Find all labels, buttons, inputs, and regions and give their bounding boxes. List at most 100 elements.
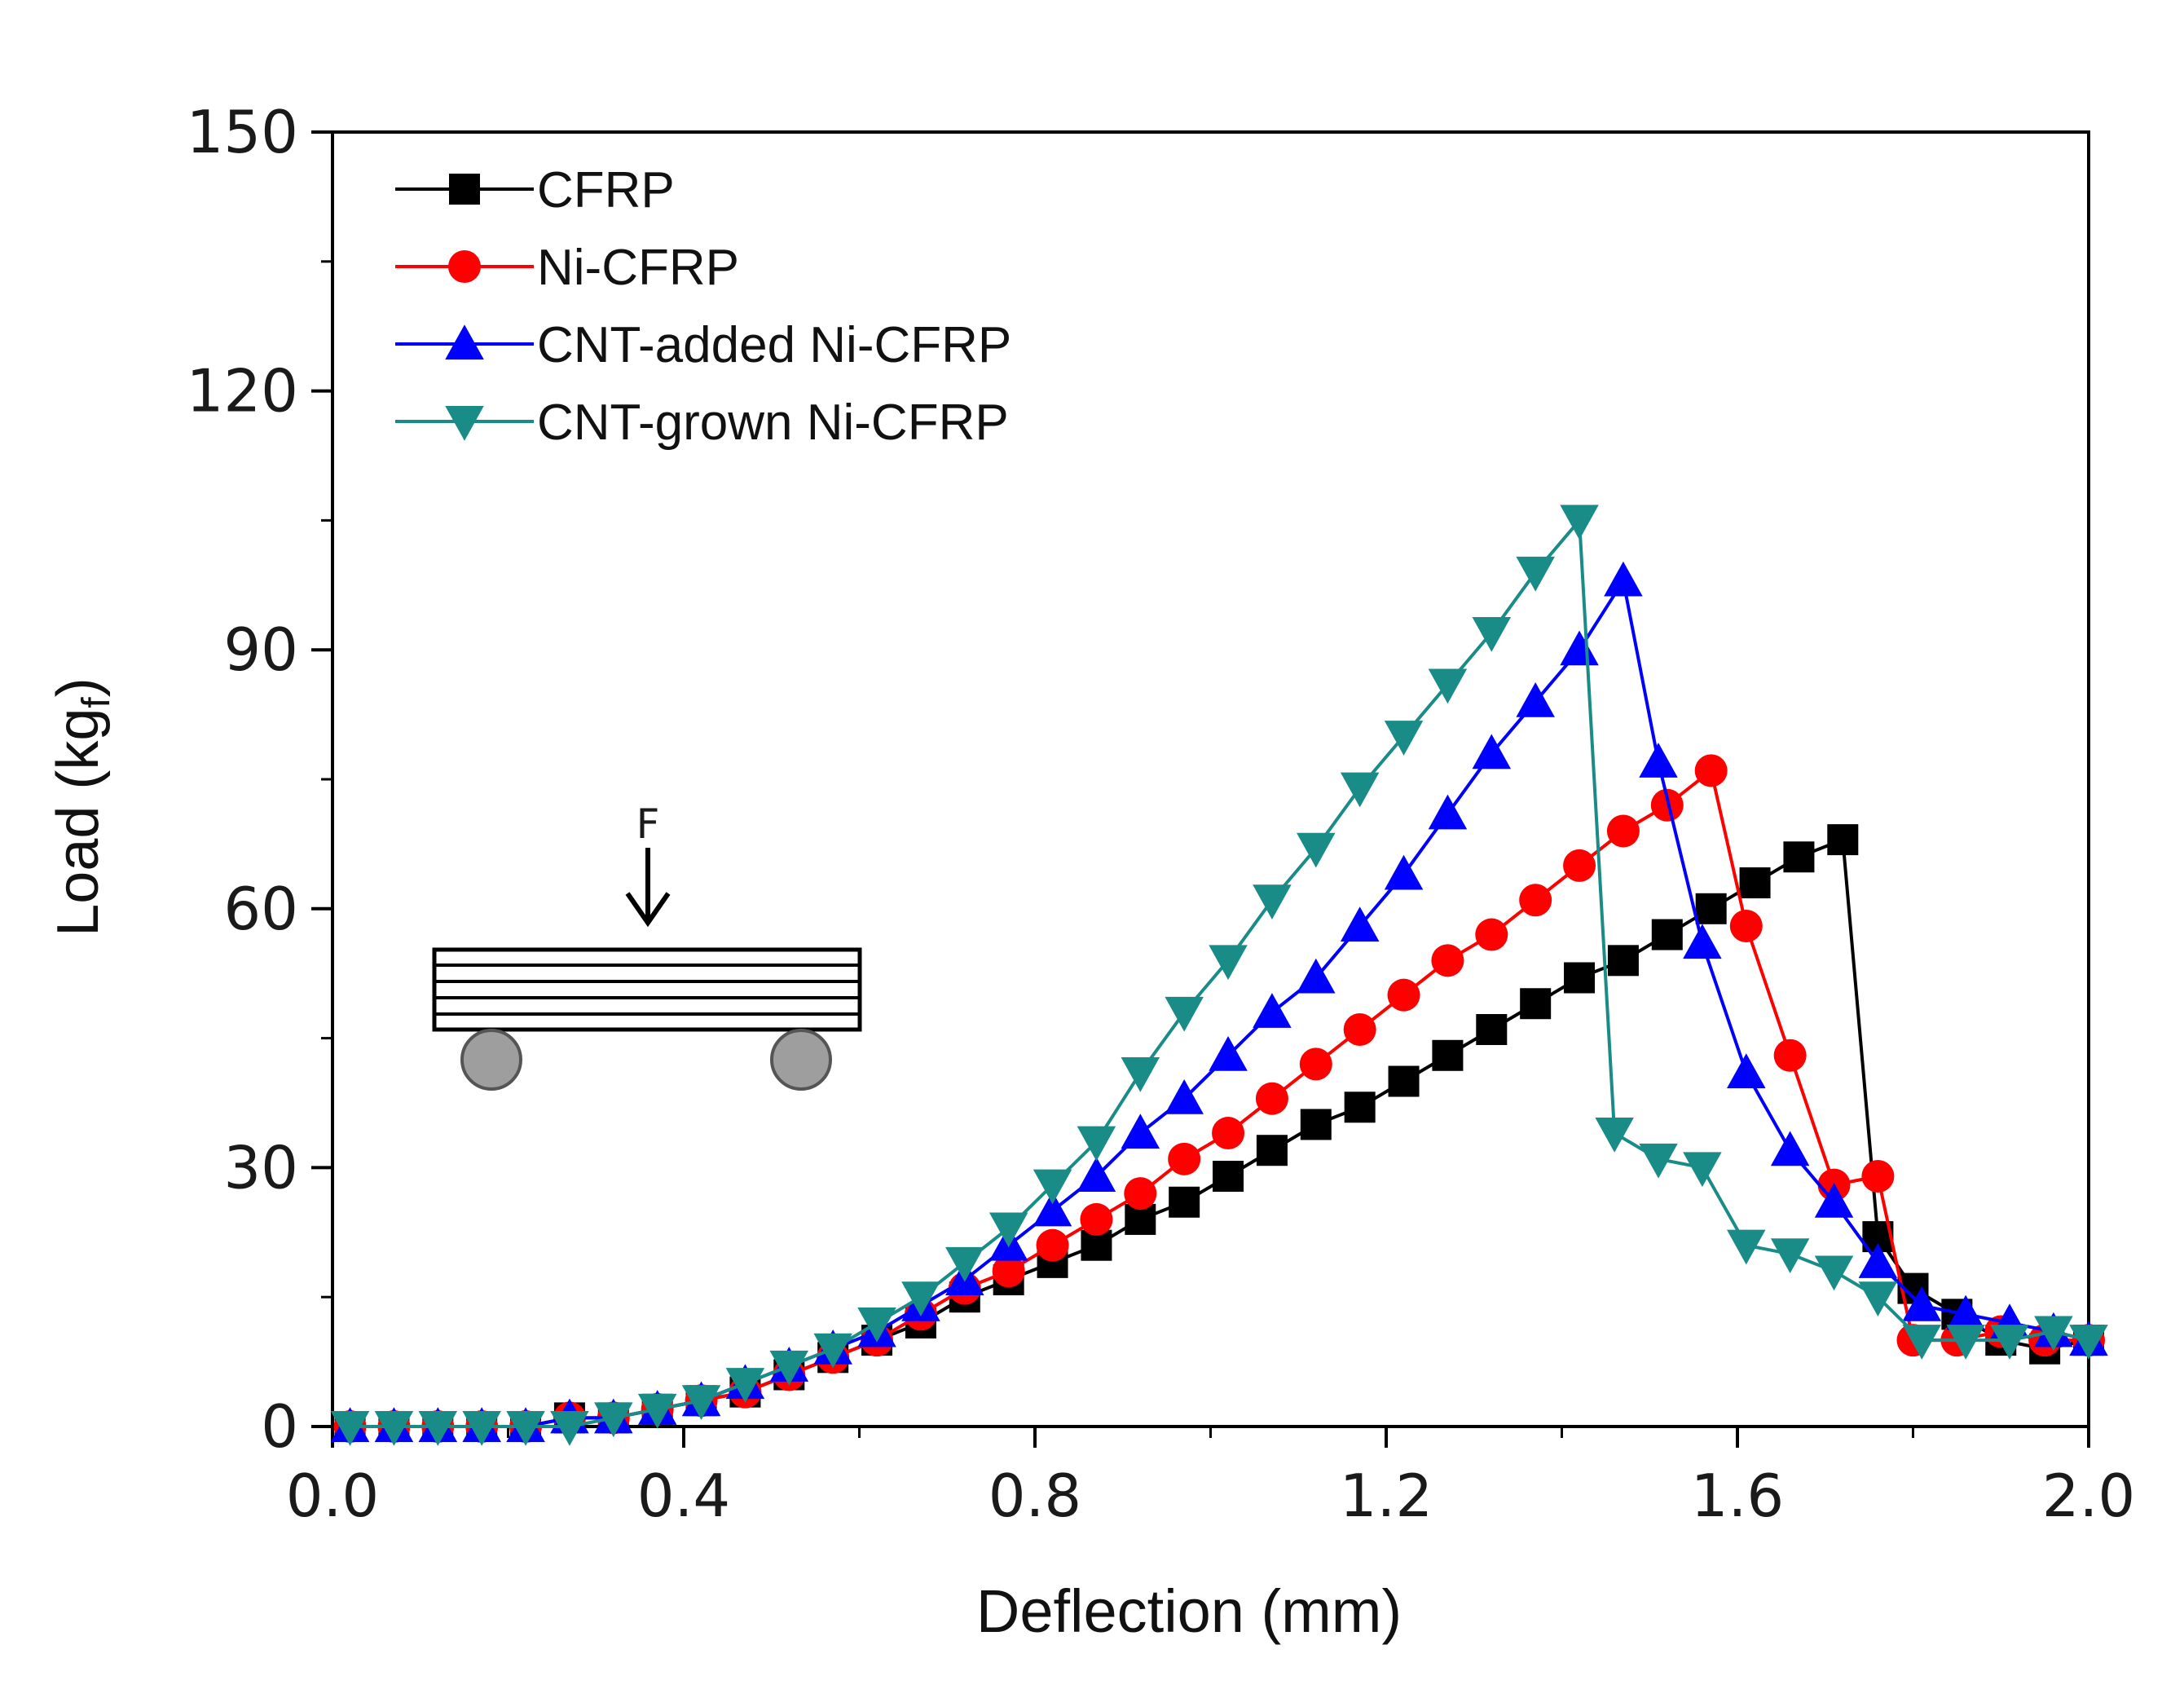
legend-label: CFRP (537, 162, 675, 218)
data-point (1902, 1286, 1942, 1321)
data-point (1604, 561, 1643, 597)
data-point (1387, 978, 1420, 1012)
data-point (681, 1385, 721, 1420)
x-tick-label: 0.0 (286, 1462, 380, 1530)
legend-entry: CFRP (395, 162, 675, 218)
legend-label: Ni-CFRP (537, 240, 739, 296)
data-point (462, 1411, 501, 1446)
data-point (637, 1393, 677, 1429)
data-point (901, 1281, 940, 1316)
data-point (1595, 1118, 1634, 1153)
data-point (1814, 1255, 1854, 1291)
inset-force-label: F (636, 800, 660, 848)
data-point (1384, 854, 1424, 890)
data-point (1990, 1325, 2029, 1360)
y-axis-title-main: Load (kg (46, 708, 111, 937)
data-point (1729, 909, 1763, 942)
data-point (1683, 1152, 1722, 1188)
data-point (1121, 1114, 1160, 1149)
data-point (1036, 1228, 1069, 1262)
data-point (1340, 772, 1380, 808)
data-point (1694, 754, 1728, 787)
data-point (725, 1368, 765, 1403)
data-point (1560, 505, 1599, 540)
series-cnt-grown-ni-cfrp (330, 505, 2108, 1446)
data-point (1340, 906, 1380, 942)
legend-marker (449, 174, 480, 205)
data-point (550, 1411, 589, 1446)
legend: CFRP Ni-CFRP CNT-added Ni-CFRP CNT-grown Ni… (395, 162, 1011, 451)
data-point (1299, 1047, 1332, 1081)
data-point (1639, 1143, 1678, 1179)
inset-left-support (460, 1029, 522, 1091)
data-point (1209, 945, 1248, 981)
data-point (1168, 1142, 1201, 1175)
data-point (1212, 1117, 1245, 1150)
data-point (594, 1402, 633, 1438)
y-axis-title: Load (kgf) (46, 677, 118, 937)
legend-entry: CNT-grown Ni-CFRP (395, 395, 1009, 451)
data-point (1739, 867, 1771, 899)
data-point (1639, 743, 1678, 778)
data-point (989, 1212, 1028, 1248)
data-point (1861, 1159, 1895, 1193)
data-point (1946, 1325, 1985, 1360)
data-point (330, 1411, 370, 1446)
data-point (1124, 1177, 1157, 1211)
svg-text:Load (kgf): Load (kgf) (46, 677, 118, 937)
x-tick-label: 1.6 (1691, 1462, 1785, 1530)
y-tick-label: 150 (187, 98, 298, 166)
data-point (1727, 1229, 1766, 1265)
data-point (1165, 996, 1204, 1032)
data-point (1607, 945, 1639, 977)
data-point (1388, 1065, 1420, 1097)
data-point (1783, 841, 1815, 873)
data-point (1431, 944, 1464, 977)
data-point (1297, 832, 1336, 868)
data-point (1946, 1294, 1985, 1330)
data-point (1902, 1325, 1942, 1360)
data-point (1519, 884, 1552, 917)
data-point (945, 1246, 984, 1282)
data-point (1033, 1191, 1072, 1227)
data-point (374, 1411, 414, 1446)
data-point (1121, 1056, 1160, 1092)
data-point (813, 1333, 852, 1369)
series-cnt-added-ni-cfrp (330, 561, 2108, 1442)
x-axis-title: Deflection (mm) (976, 1577, 1402, 1645)
data-point (1516, 556, 1555, 592)
data-point (1209, 1036, 1248, 1071)
data-point (1253, 993, 1292, 1028)
legend-marker (445, 324, 484, 359)
data-point (992, 1255, 1025, 1288)
x-tick-label: 0.4 (637, 1462, 731, 1530)
data-point (1384, 721, 1424, 756)
inset-right-support (770, 1029, 832, 1091)
data-point (1770, 1131, 1810, 1166)
data-point (1343, 1013, 1376, 1047)
data-point (1695, 893, 1727, 924)
inset-force-arrow-head (625, 892, 671, 928)
data-point (1475, 918, 1508, 951)
data-point (1428, 794, 1468, 830)
x-tick-label: 1.2 (1340, 1462, 1433, 1530)
data-point (1727, 1053, 1766, 1088)
y-tick-label: 120 (187, 357, 298, 426)
data-point (1213, 1160, 1244, 1192)
y-tick-label: 90 (223, 615, 298, 684)
data-point (1428, 668, 1468, 704)
plot-area: 0.0 0.4 0.8 1.2 1.6 2.0 0 30 60 90 120 150 (187, 98, 2136, 1530)
data-point (1520, 988, 1552, 1020)
inset-specimen-beam (432, 947, 862, 1032)
data-point (1651, 919, 1683, 950)
y-tick-label: 0 (261, 1392, 298, 1461)
data-point (1432, 1039, 1464, 1071)
x-tick-label: 0.8 (989, 1462, 1082, 1530)
data-point (1516, 681, 1555, 717)
data-point (1563, 849, 1596, 882)
data-point (1165, 1078, 1204, 1114)
data-point (1564, 962, 1596, 994)
